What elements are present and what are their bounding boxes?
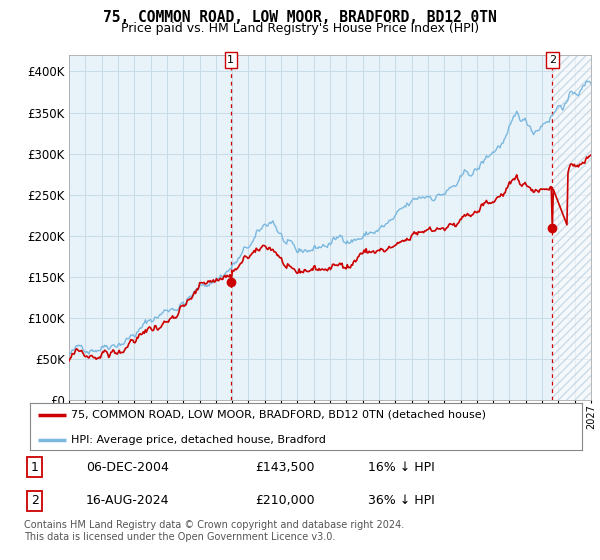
Text: Price paid vs. HM Land Registry's House Price Index (HPI): Price paid vs. HM Land Registry's House … — [121, 22, 479, 35]
Text: 1: 1 — [31, 461, 39, 474]
Bar — [552, 55, 591, 400]
Text: 75, COMMON ROAD, LOW MOOR, BRADFORD, BD12 0TN (detached house): 75, COMMON ROAD, LOW MOOR, BRADFORD, BD1… — [71, 410, 487, 419]
Text: £210,000: £210,000 — [255, 494, 314, 507]
Text: 2: 2 — [31, 494, 39, 507]
Text: 16-AUG-2024: 16-AUG-2024 — [86, 494, 169, 507]
Text: 16% ↓ HPI: 16% ↓ HPI — [368, 461, 434, 474]
Text: £143,500: £143,500 — [255, 461, 314, 474]
Text: 2: 2 — [548, 55, 556, 65]
Text: Contains HM Land Registry data © Crown copyright and database right 2024.
This d: Contains HM Land Registry data © Crown c… — [24, 520, 404, 542]
Text: 1: 1 — [227, 55, 235, 65]
Text: 75, COMMON ROAD, LOW MOOR, BRADFORD, BD12 0TN: 75, COMMON ROAD, LOW MOOR, BRADFORD, BD1… — [103, 10, 497, 25]
Text: 36% ↓ HPI: 36% ↓ HPI — [368, 494, 434, 507]
Text: HPI: Average price, detached house, Bradford: HPI: Average price, detached house, Brad… — [71, 435, 326, 445]
Text: 06-DEC-2004: 06-DEC-2004 — [86, 461, 169, 474]
